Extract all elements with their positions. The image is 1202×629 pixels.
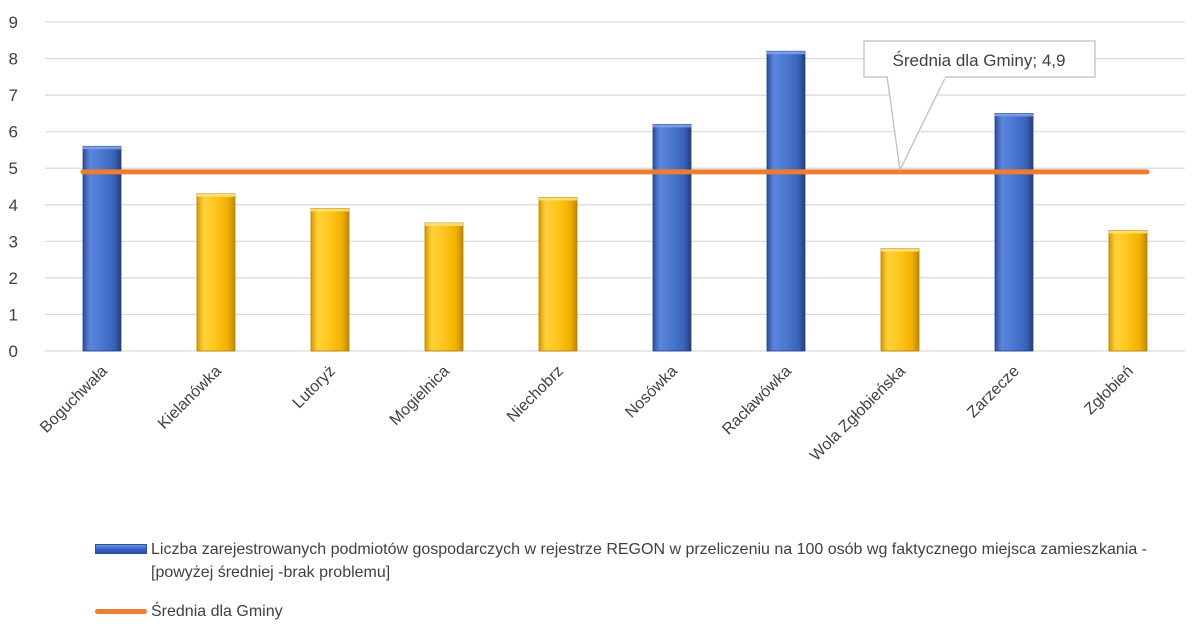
bar-body	[82, 145, 122, 352]
y-tick-label: 3	[9, 232, 18, 251]
y-tick-label: 7	[9, 86, 18, 105]
bar-body	[880, 248, 920, 352]
y-axis: 0 1 2 3 4 5 6 7 8 9	[9, 13, 18, 361]
bar-cap	[881, 248, 919, 252]
bar	[310, 208, 350, 352]
bar	[538, 197, 578, 352]
legend-label-bars: Liczba zarejestrowanych podmiotów gospod…	[151, 541, 1147, 581]
bar	[424, 222, 464, 352]
y-tick-label: 0	[9, 342, 18, 361]
bar-body	[310, 208, 350, 352]
bar-body	[766, 50, 806, 352]
y-tick-label: 9	[9, 13, 18, 32]
legend: Liczba zarejestrowanych podmiotów gospod…	[95, 538, 1175, 623]
legend-item-bars: Liczba zarejestrowanych podmiotów gospod…	[95, 538, 1175, 584]
x-tick-label: Zgłobień	[1081, 363, 1136, 418]
callout-joint	[888, 74, 945, 79]
bars	[82, 50, 1148, 352]
x-tick-label: Niechobrz	[504, 363, 567, 426]
bar	[766, 50, 806, 352]
bar-body	[1108, 229, 1148, 352]
callout-box	[863, 40, 1096, 78]
y-tick-label: 1	[9, 305, 18, 324]
x-tick-label: Wola Zgłobieńska	[807, 363, 909, 465]
x-tick-label: Lutoryż	[290, 363, 339, 412]
bar-cap	[995, 113, 1033, 117]
bar-cap	[653, 124, 691, 128]
x-axis: Boguchwała Kielanówka Lutoryż Mogielnica Nie…	[37, 363, 1137, 465]
y-tick-label: 5	[9, 159, 18, 178]
x-tick-label: Mogielnica	[387, 363, 453, 429]
x-tick-label: Zarzecze	[964, 363, 1023, 422]
x-tick-label: Racławówka	[719, 363, 795, 439]
bar	[1108, 229, 1148, 352]
bar-cap	[311, 208, 349, 212]
bar-body	[994, 112, 1034, 352]
bar	[196, 193, 236, 352]
bar-body	[424, 222, 464, 352]
legend-swatch-bar	[95, 544, 147, 554]
x-tick-label: Kielanówka	[155, 363, 225, 433]
bar	[994, 112, 1034, 352]
x-tick-label: Boguchwała	[37, 363, 111, 437]
legend-swatch-line	[95, 609, 147, 614]
y-tick-label: 8	[9, 50, 18, 69]
bar-cap	[1109, 230, 1147, 234]
legend-label-average: Średnia dla Gminy	[151, 603, 283, 620]
bar-cap	[539, 197, 577, 201]
bar-body	[538, 197, 578, 352]
callout-pointer	[886, 75, 947, 173]
bar-cap	[197, 193, 235, 197]
bar-cap	[83, 146, 121, 150]
bar-body	[652, 123, 692, 352]
legend-item-average: Średnia dla Gminy	[95, 600, 1175, 623]
y-tick-label: 6	[9, 123, 18, 142]
bar	[880, 248, 920, 352]
y-tick-label: 4	[9, 196, 18, 215]
bar-chart: 0 1 2 3 4 5 6 7 8 9 Boguchwała Kielanówka Lutoryż Mo…	[9, 13, 1185, 465]
average-callout: Średnia dla Gminy; 4,9	[863, 40, 1096, 173]
bar-cap	[425, 223, 463, 227]
bar	[652, 123, 692, 352]
bar	[82, 145, 122, 352]
x-tick-label: Nosówka	[622, 363, 681, 422]
bar-body	[196, 193, 236, 352]
bar-cap	[767, 51, 805, 55]
y-tick-label: 2	[9, 269, 18, 288]
callout-label: Średnia dla Gminy; 4,9	[893, 51, 1066, 70]
